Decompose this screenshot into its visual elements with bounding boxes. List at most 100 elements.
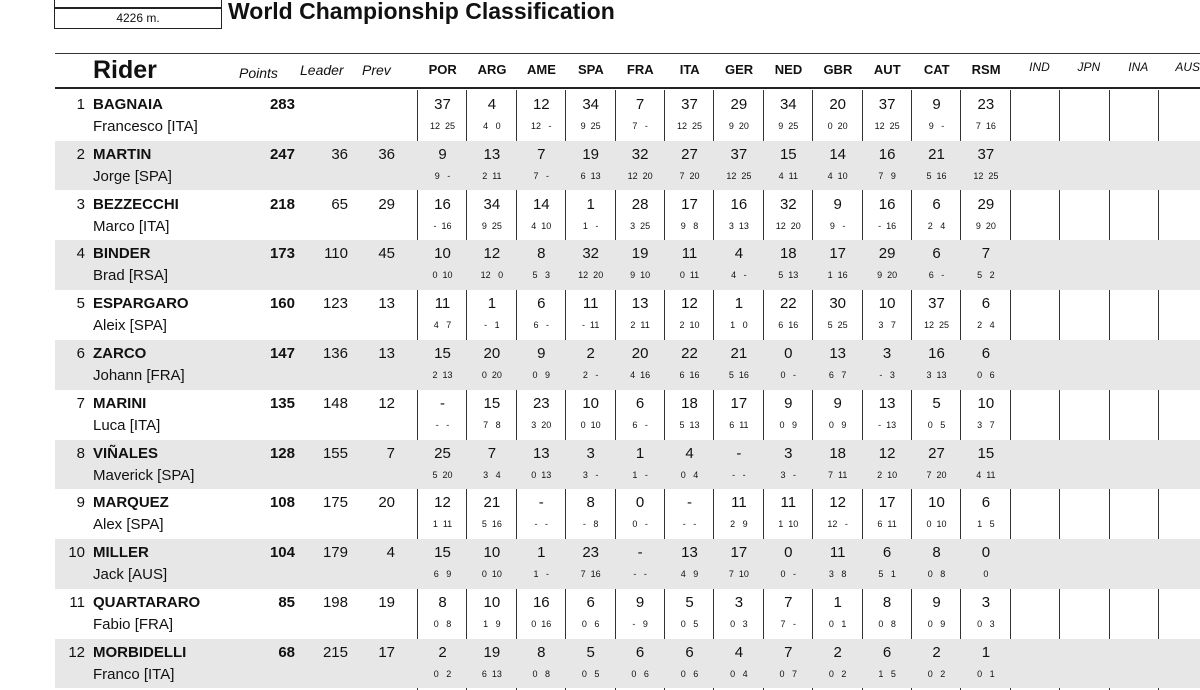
race-points: 8 — [882, 594, 892, 611]
race-points: 18 — [681, 394, 698, 412]
race-points: 6 — [932, 245, 941, 263]
race-points: 21 — [730, 345, 748, 362]
race-points: 15 — [483, 394, 501, 412]
race-points-split: 3 - — [582, 469, 599, 480]
race-points: 4 — [734, 245, 744, 263]
race-points: 9 — [537, 345, 546, 362]
race-points-split: 4 10 — [827, 170, 848, 181]
race-points: 25 — [434, 444, 451, 462]
race-points-split: 0 16 — [531, 619, 552, 629]
race-points: 6 — [981, 345, 991, 362]
race-points-split: 1 5 — [977, 519, 995, 530]
race-points-split: 3 7 — [878, 320, 896, 331]
rider-last-name: MARQUEZ — [93, 494, 169, 512]
column-divider — [911, 90, 912, 690]
race-points: 15 — [434, 544, 451, 562]
race-points-split: 0 6 — [680, 668, 699, 679]
race-points: 16 — [928, 345, 945, 362]
race-points: 17 — [681, 195, 698, 213]
race-column-header: CAT — [923, 62, 950, 77]
race-points: 10 — [582, 394, 600, 412]
race-points: 17 — [878, 494, 896, 512]
race-points-split: 12 20 — [775, 220, 801, 231]
race-points-split: 4 9 — [680, 569, 699, 580]
prev-column-header: Prev — [362, 62, 391, 78]
rider-gap-leader: 136 — [322, 345, 348, 362]
race-points: 16 — [730, 195, 748, 213]
race-points: 11 — [731, 494, 747, 512]
race-points-split: 2 11 — [482, 170, 502, 181]
race-points: 3 — [586, 444, 595, 462]
race-points-split: 6 7 — [828, 370, 847, 380]
race-points-split: 5 25 — [827, 320, 848, 331]
race-points: 32 — [631, 145, 649, 163]
rider-points: 104 — [269, 544, 295, 562]
race-points: 19 — [483, 643, 501, 661]
race-points-split: 0 1 — [828, 619, 847, 629]
race-column-header: AME — [527, 62, 556, 77]
race-points: 11 — [829, 544, 846, 562]
rider-last-name: BEZZECCHI — [93, 195, 179, 213]
race-points: 9 — [833, 195, 842, 213]
race-points-split: 9 8 — [680, 220, 699, 231]
rider-last-name: QUARTARARO — [93, 594, 201, 611]
rider-points: 108 — [269, 494, 295, 512]
future-race-column-header: AUS — [1175, 60, 1200, 74]
race-points: 13 — [483, 145, 501, 163]
race-points: 16 — [434, 195, 451, 213]
race-points: 0 — [635, 494, 645, 512]
race-column-header: AUT — [873, 62, 901, 77]
race-points: 37 — [730, 145, 748, 163]
race-points-split: 0 6 — [977, 370, 995, 380]
table-row: 8 VIÑALES Maverick [SPA] 128 155 7 25 5 20 7 3 4 1… — [55, 439, 1200, 490]
race-points-split: - 16 — [878, 220, 897, 231]
rider-position: 12 — [68, 643, 85, 661]
column-divider — [614, 90, 616, 690]
race-column-header: GER — [725, 62, 754, 77]
race-points-split: 7 10 — [728, 569, 749, 580]
race-points-split: 5 13 — [679, 419, 700, 430]
race-points: 12 — [434, 494, 451, 512]
race-points-split: 0 9 — [828, 419, 847, 430]
future-race-column-header: JPN — [1077, 60, 1101, 74]
rider-points: 218 — [269, 195, 295, 213]
race-points: 21 — [483, 494, 501, 512]
race-points-split: 0 4 — [680, 469, 699, 480]
race-points: 8 — [932, 544, 941, 562]
race-points: 9 — [932, 96, 941, 113]
race-column-header: ARG — [477, 62, 507, 77]
race-points: 34 — [779, 96, 797, 113]
race-points: 11 — [434, 295, 451, 313]
rider-gap-leader: 175 — [322, 494, 348, 512]
race-points: - — [440, 394, 445, 412]
race-points-split: 0 7 — [779, 668, 798, 679]
race-points-split: 3 13 — [926, 370, 947, 380]
table-row: 12 MORBIDELLI Franco [ITA] 68 215 17 2 0 2 19 6 1… — [55, 638, 1200, 689]
race-points: 13 — [631, 295, 649, 313]
table-row: 5 ESPARGARO Aleix [SPA] 160 123 13 11 4 7 1 - 1 6 6… — [55, 290, 1200, 340]
race-points: 1 — [537, 544, 546, 562]
race-points-split: 12 25 — [429, 121, 456, 131]
race-points: 32 — [582, 245, 600, 263]
rider-position: 4 — [76, 245, 85, 263]
race-points-split: 6 11 — [877, 519, 897, 530]
race-points-split: 0 9 — [927, 619, 946, 629]
rider-gap-leader: 179 — [322, 544, 348, 562]
column-divider — [861, 90, 863, 690]
race-points-split: 0 2 — [828, 668, 847, 679]
column-header-row: Rider Points Leader Prev POR ARG AME SPA FRA… — [0, 55, 1200, 89]
race-points-split: 9 25 — [481, 220, 502, 231]
race-points-split: 0 6 — [631, 668, 649, 679]
race-points-split: 0 2 — [927, 668, 946, 679]
race-points: 12 — [829, 494, 847, 512]
column-divider — [1158, 90, 1159, 690]
rider-position: 7 — [76, 394, 85, 412]
race-points-split: 12 20 — [578, 270, 604, 281]
race-points: 14 — [532, 195, 550, 213]
table-row: 10 MILLER Jack [AUS] 104 179 4 15 6 9 10 0 10 1 1 -… — [55, 539, 1200, 589]
future-race-column-header: IND — [1029, 60, 1050, 74]
race-points-split: 9 20 — [877, 270, 898, 281]
race-points-split: 0 8 — [532, 668, 551, 679]
race-points: 7 — [784, 594, 793, 611]
